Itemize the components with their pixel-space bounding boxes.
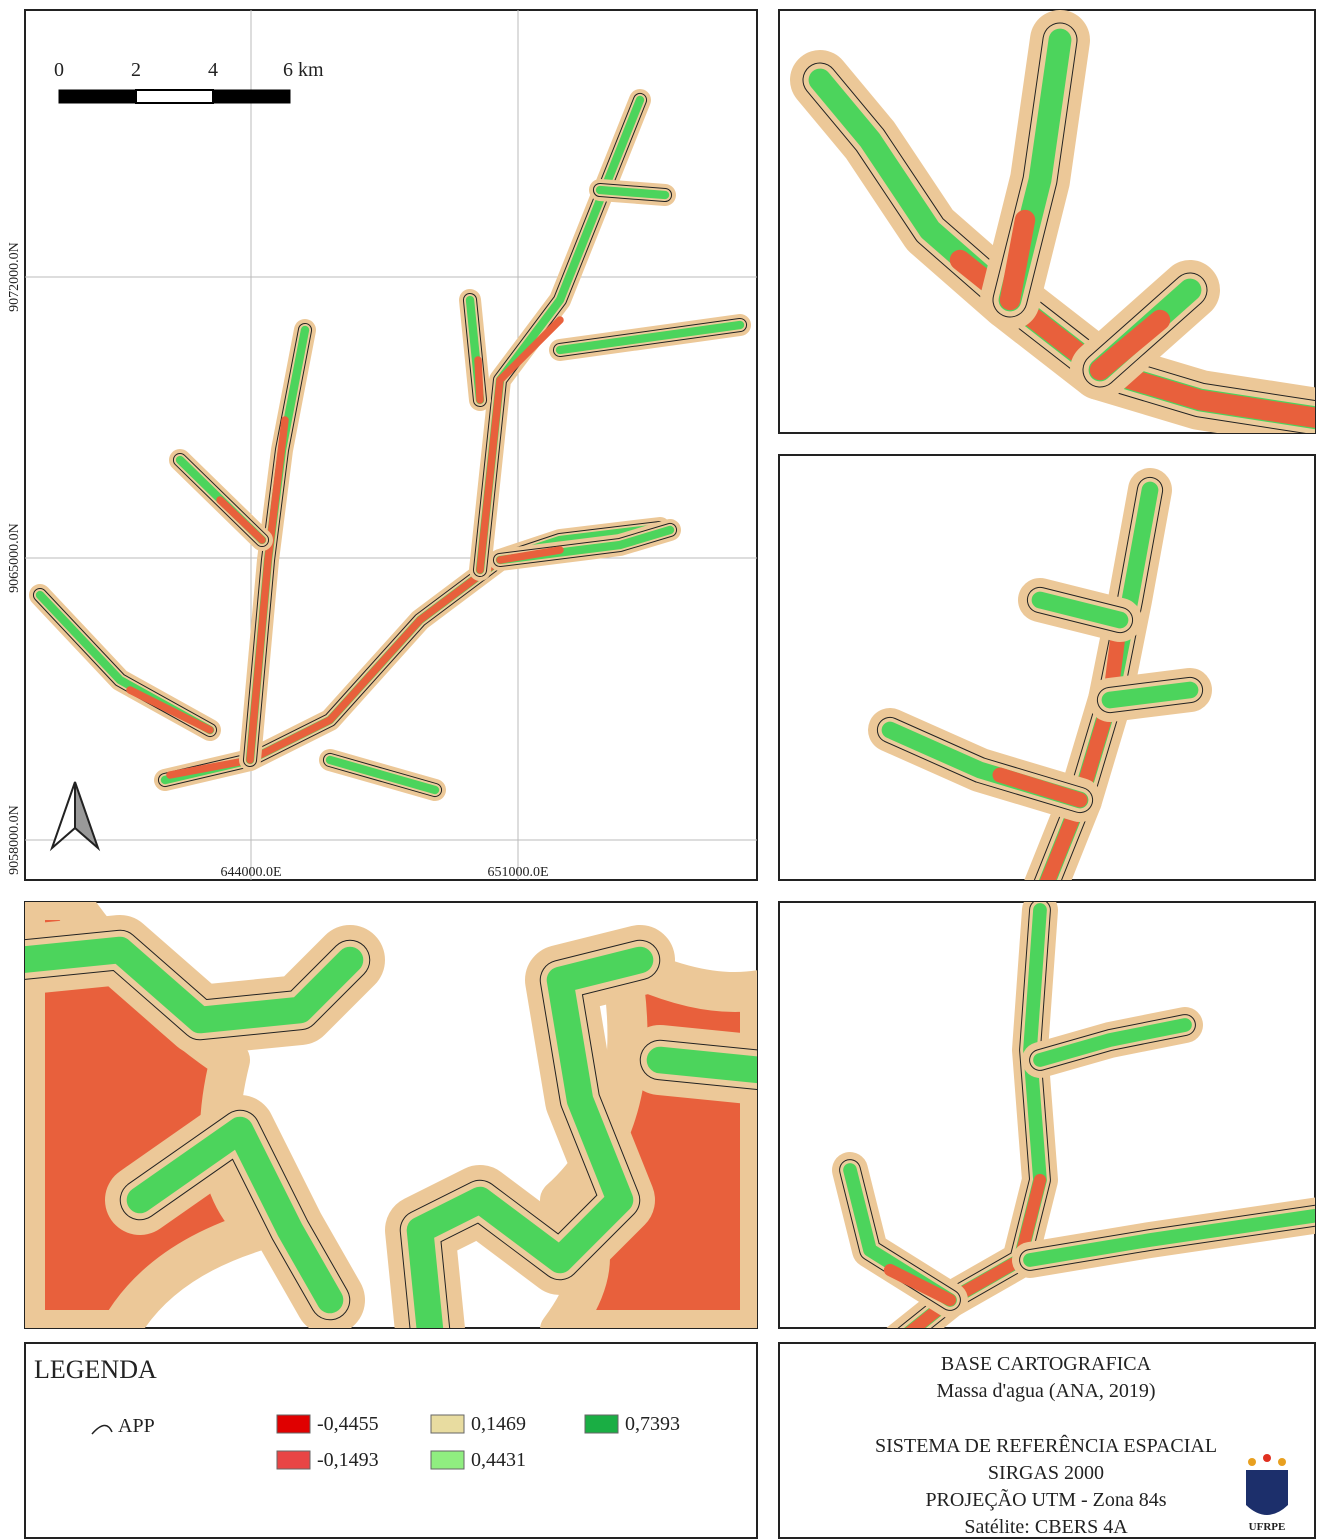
- legend-swatch: [431, 1451, 464, 1469]
- scale-label: 2: [131, 59, 141, 81]
- northing-label: 9065000.0N: [7, 523, 22, 593]
- legend-label: 0,1469: [471, 1413, 526, 1435]
- legend-label: 0,7393: [625, 1413, 680, 1435]
- legend-label: 0,4431: [471, 1449, 526, 1471]
- info-line: PROJEÇÃO UTM - Zona 84s: [925, 1487, 1166, 1511]
- water: [478, 360, 480, 400]
- info-line: SISTEMA DE REFERÊNCIA ESPACIAL: [875, 1434, 1217, 1457]
- info-line: SIRGAS 2000: [988, 1462, 1104, 1484]
- northing-label: 9058000.0N: [7, 805, 22, 875]
- scale-segment: [59, 90, 136, 103]
- easting-label: 644000.0E: [220, 865, 281, 880]
- main-map-frame: [25, 10, 757, 880]
- logo-flame: [1263, 1454, 1271, 1462]
- scale-segment: [213, 90, 290, 103]
- vegetation: [660, 1060, 760, 1070]
- logo-text: UFRPE: [1249, 1521, 1286, 1533]
- info-line: Satélite: CBERS 4A: [964, 1516, 1128, 1538]
- logo-flame: [1248, 1458, 1256, 1466]
- scale-label: 4: [208, 59, 218, 81]
- legend-label: -0,1493: [317, 1449, 379, 1471]
- easting-label: 651000.0E: [487, 865, 548, 880]
- scale-segment: [136, 90, 213, 103]
- scale-label: 0: [54, 59, 64, 81]
- vegetation: [1110, 690, 1190, 700]
- legend-label: -0,4455: [317, 1413, 379, 1435]
- info-line: Massa d'agua (ANA, 2019): [936, 1380, 1155, 1402]
- legend-swatch: [277, 1415, 310, 1433]
- logo-shield: [1246, 1470, 1288, 1515]
- northing-label: 9072000.0N: [7, 242, 22, 312]
- vegetation: [600, 190, 665, 195]
- map-layout: 0 2 4 6 km 9072000.0N 9065000.0N 9058000.0N 644…: [0, 0, 1320, 1540]
- scale-label: 6 km: [283, 59, 324, 81]
- info-line: BASE CARTOGRAFICA: [941, 1353, 1152, 1375]
- legend-title: LEGENDA: [34, 1355, 157, 1384]
- logo-flame: [1278, 1458, 1286, 1466]
- legend-app: APP: [118, 1415, 155, 1437]
- scale-bar: [59, 90, 290, 103]
- legend-swatch: [585, 1415, 618, 1433]
- legend-swatch: [431, 1415, 464, 1433]
- inset-frame: [779, 455, 1315, 880]
- legend-swatch: [277, 1451, 310, 1469]
